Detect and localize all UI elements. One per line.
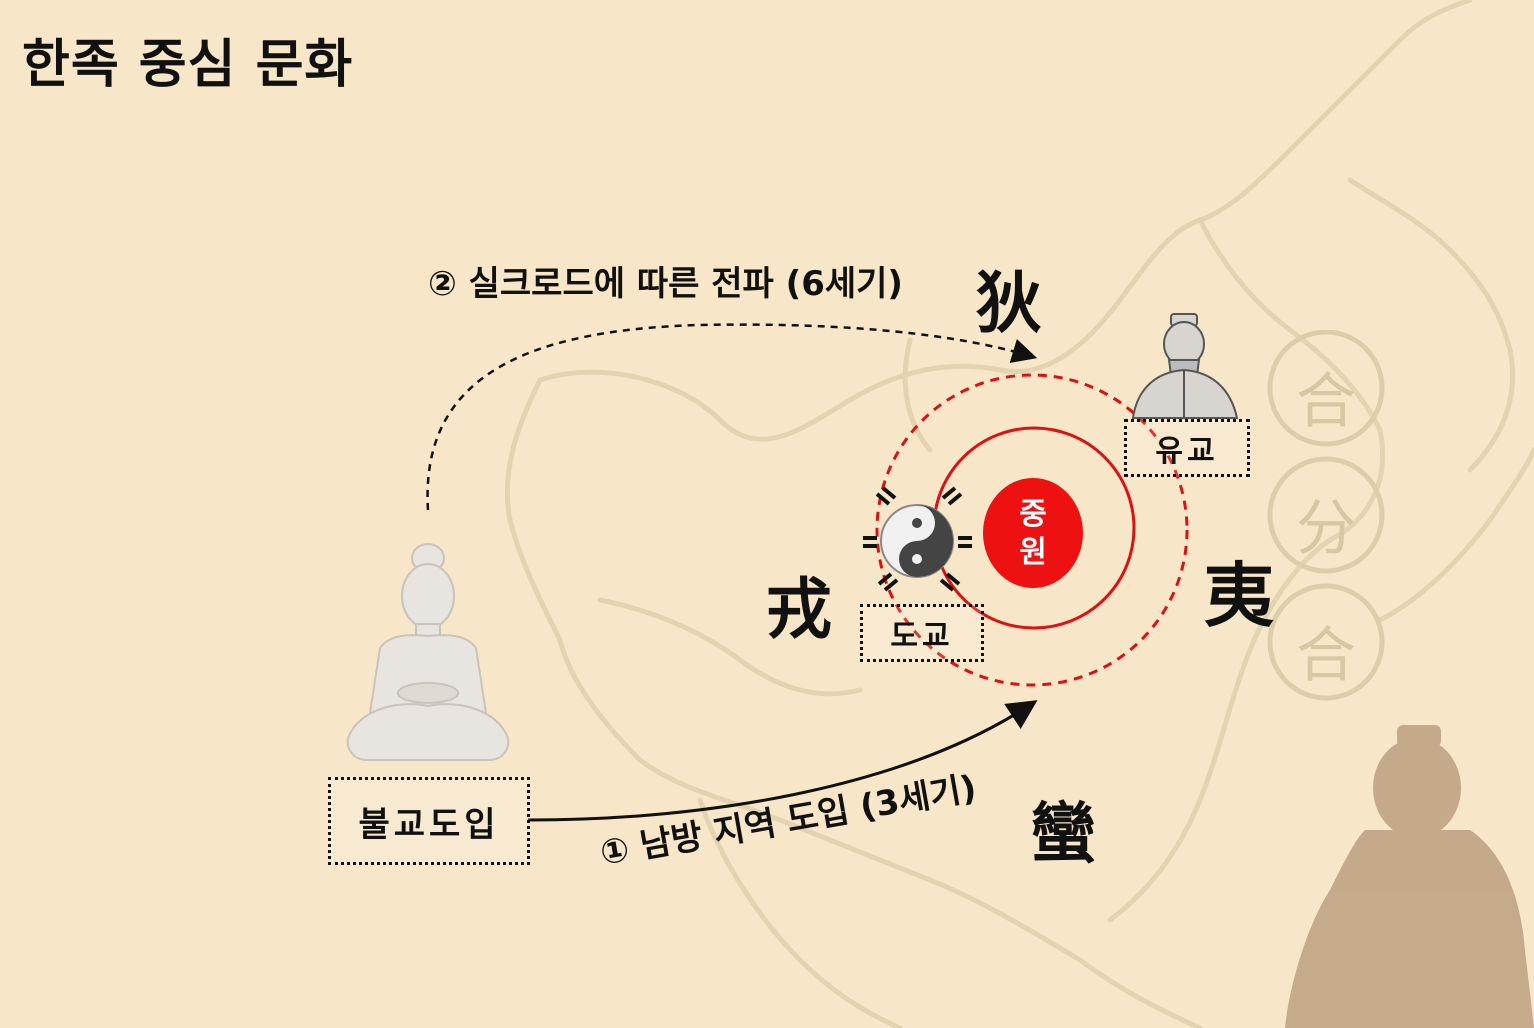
confucius-figure-icon [1131, 313, 1239, 419]
south-char: 蠻 [1030, 794, 1096, 872]
outer-dashed-circle [875, 373, 1189, 687]
confucianism-label: 유교 [1124, 419, 1250, 477]
center-red-disc [983, 478, 1083, 588]
east-char: 夷 [1204, 554, 1274, 637]
buddhism-label: 불교도입 [328, 777, 530, 865]
center-label-line2: 원 [1019, 535, 1047, 570]
center-label-line1: 중 [1019, 497, 1047, 532]
silkroad-route-label: ② 실크로드에 따른 전파 (6세기) [428, 264, 903, 304]
page-title: 한족 중심 문화 [22, 35, 354, 95]
west-char: 戎 [766, 570, 832, 648]
seal-char-2: 分 [1296, 494, 1356, 564]
taoism-label: 도교 [860, 604, 984, 662]
center-label: 중 원 [1013, 496, 1053, 572]
seal-decoration [1267, 330, 1385, 701]
yin-yang-icon [863, 486, 972, 592]
silhouette-figure-icon [1285, 725, 1534, 1028]
seal-char-3: 合 [1296, 621, 1356, 691]
buddha-statue-icon [346, 543, 510, 761]
south-route-arrow [527, 700, 1038, 822]
north-char: 狄 [976, 264, 1042, 342]
seal-char-1: 合 [1296, 367, 1356, 437]
